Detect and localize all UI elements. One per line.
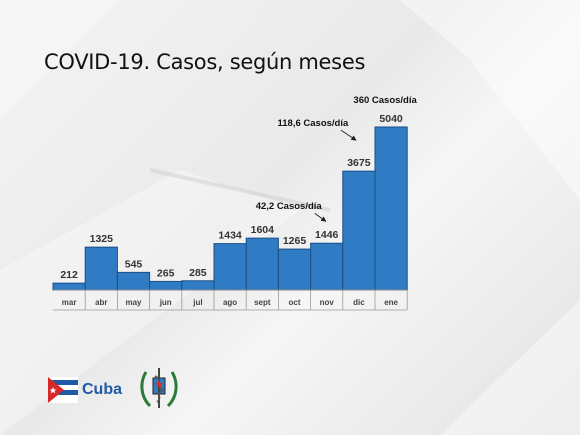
- value-label-abr: 1325: [90, 233, 114, 245]
- tick-label-oct: oct: [289, 298, 301, 307]
- bar-mar: [52, 282, 86, 291]
- bar-sept: [245, 237, 279, 291]
- bar-may: [116, 271, 151, 291]
- value-label-may: 545: [125, 258, 143, 270]
- tick-label-sept: sept: [254, 298, 271, 307]
- cuba-flag-icon: [48, 377, 78, 403]
- value-label-jul: 285: [189, 267, 207, 279]
- annotation-arrow-dic: [340, 129, 357, 141]
- bar-dic: [342, 170, 376, 291]
- health-ministry-seal-icon: [140, 368, 178, 408]
- annotation-nov: 42,2 Casos/día: [256, 201, 323, 212]
- bar-ago: [213, 243, 247, 291]
- bar-jun: [149, 280, 183, 291]
- tick-label-nov: nov: [320, 298, 335, 307]
- bar-oct: [277, 248, 312, 291]
- value-label-nov: 1446: [315, 229, 339, 241]
- tick-label-ene: ene: [384, 298, 398, 307]
- tick-label-jul: jul: [192, 298, 202, 307]
- value-label-ago: 1434: [218, 230, 242, 242]
- bar-abr: [84, 246, 118, 291]
- bar-ene: [374, 126, 408, 291]
- tick-label-dic: dic: [353, 298, 365, 307]
- page-title: COVID-19. Casos, según meses: [44, 50, 366, 74]
- value-label-oct: 1265: [283, 235, 307, 247]
- branding-area: Cuba: [48, 370, 122, 410]
- value-label-dic: 3675: [347, 157, 371, 169]
- value-label-sept: 1604: [251, 224, 275, 236]
- annotation-ene: 360 Casos/día: [353, 95, 417, 106]
- tick-label-abr: abr: [95, 298, 107, 307]
- annotation-dic: 118,6 Casos/día: [278, 118, 349, 129]
- tick-label-mar: mar: [62, 298, 77, 307]
- value-label-mar: 212: [60, 269, 78, 281]
- tick-label-may: may: [125, 298, 142, 307]
- tick-label-jun: jun: [159, 298, 172, 307]
- country-label: Cuba: [82, 381, 122, 398]
- annotation-arrow-nov: [314, 212, 327, 222]
- bar-jul: [181, 280, 215, 291]
- value-label-ene: 5040: [379, 113, 403, 125]
- tick-label-ago: ago: [223, 298, 237, 307]
- value-label-jun: 265: [157, 267, 175, 279]
- bar-nov: [310, 242, 344, 291]
